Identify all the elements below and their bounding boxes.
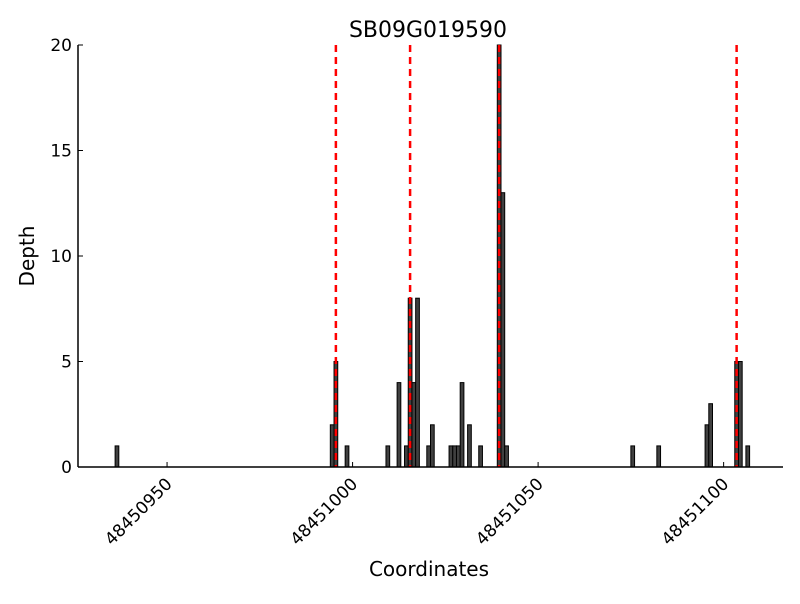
bar (704, 424, 710, 468)
x-tick-label: 48451100 (658, 474, 733, 549)
bar (329, 424, 335, 468)
bar (500, 192, 506, 468)
bar (504, 445, 509, 468)
bar (344, 445, 350, 468)
x-tick-label: 48451000 (287, 474, 362, 549)
chart-title: SB09G019590 (349, 18, 507, 43)
bar (734, 361, 739, 468)
bar (708, 403, 714, 468)
bar (467, 424, 472, 468)
bars-group (114, 44, 751, 468)
bar (411, 382, 417, 468)
bar (404, 445, 409, 468)
x-tick-label: 48450950 (101, 474, 176, 549)
bar (396, 382, 402, 468)
bar (459, 382, 465, 468)
marker-lines-group (334, 45, 738, 467)
bar (745, 445, 751, 468)
bar (333, 361, 339, 468)
ticks-group: 0 5 10 15 20 48450950 48451000 48451050 48451100 (50, 36, 733, 550)
bar (114, 445, 120, 468)
y-axis-label: Depth (15, 226, 39, 287)
x-axis-label: Coordinates (369, 557, 489, 581)
bar (448, 445, 454, 468)
bar (478, 445, 483, 468)
bar (452, 445, 457, 468)
bar (455, 445, 461, 468)
y-tick-label: 5 (61, 353, 72, 373)
bar (415, 297, 420, 468)
y-tick-label: 0 (61, 458, 72, 478)
y-tick-label: 10 (50, 247, 72, 267)
y-tick-label: 15 (50, 142, 72, 162)
y-tick-label: 20 (50, 36, 72, 56)
bar (385, 445, 391, 468)
bar (430, 424, 435, 468)
bar (737, 361, 743, 468)
bar (630, 445, 636, 468)
bar (426, 445, 431, 468)
bar (656, 445, 662, 468)
x-tick-label: 48451050 (472, 474, 547, 549)
